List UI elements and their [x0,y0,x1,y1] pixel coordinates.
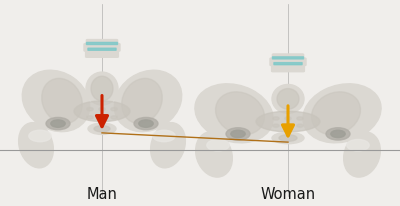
Circle shape [139,120,153,127]
Circle shape [111,116,117,119]
Circle shape [326,128,350,140]
Ellipse shape [42,78,82,124]
FancyBboxPatch shape [272,57,304,59]
FancyBboxPatch shape [274,63,302,65]
Circle shape [347,139,369,151]
Circle shape [285,126,291,129]
Circle shape [134,117,158,130]
Ellipse shape [196,132,232,177]
Circle shape [297,124,303,127]
Circle shape [273,117,279,120]
Circle shape [51,120,65,127]
Circle shape [87,116,93,119]
Circle shape [331,130,345,138]
Circle shape [273,124,279,127]
Ellipse shape [94,126,110,132]
Text: Woman: Woman [260,187,316,202]
Circle shape [226,128,250,140]
Ellipse shape [272,84,304,113]
Ellipse shape [279,135,297,141]
Circle shape [46,117,70,130]
FancyBboxPatch shape [86,42,118,44]
FancyBboxPatch shape [272,64,304,72]
Ellipse shape [74,101,130,122]
Circle shape [207,139,229,151]
Circle shape [285,117,291,120]
Ellipse shape [216,92,264,135]
FancyBboxPatch shape [84,44,120,51]
FancyBboxPatch shape [86,40,118,46]
Ellipse shape [277,89,299,109]
Ellipse shape [195,84,273,143]
Ellipse shape [19,123,53,168]
Circle shape [29,130,51,142]
Ellipse shape [88,123,116,135]
Ellipse shape [86,72,118,105]
Ellipse shape [272,132,304,144]
Ellipse shape [114,70,182,132]
Ellipse shape [256,111,320,132]
Circle shape [231,130,245,138]
Circle shape [99,108,105,111]
Circle shape [297,117,303,120]
Ellipse shape [151,123,185,168]
FancyBboxPatch shape [272,54,304,60]
Circle shape [87,108,93,111]
Circle shape [153,130,175,142]
Ellipse shape [22,70,90,132]
FancyBboxPatch shape [88,48,116,50]
Ellipse shape [312,92,360,135]
FancyBboxPatch shape [86,49,118,57]
Ellipse shape [122,78,162,124]
Circle shape [111,108,117,111]
Circle shape [99,118,105,121]
Text: Man: Man [86,187,118,202]
Ellipse shape [91,76,113,101]
Ellipse shape [344,132,380,177]
FancyBboxPatch shape [270,58,306,66]
Ellipse shape [303,84,381,143]
